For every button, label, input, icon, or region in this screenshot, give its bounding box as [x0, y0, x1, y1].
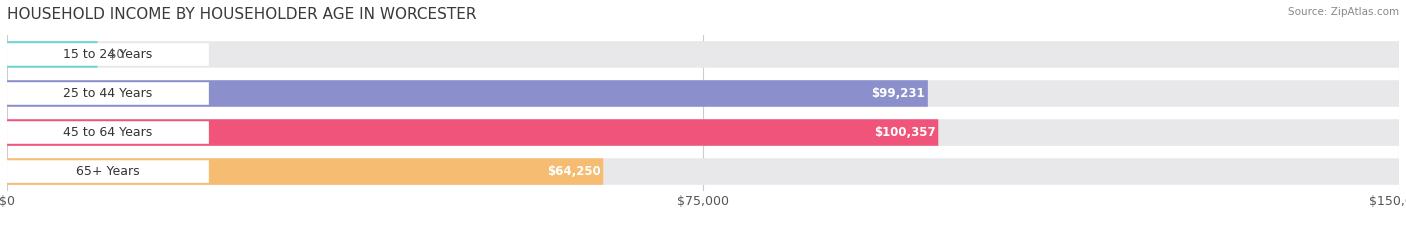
Text: Source: ZipAtlas.com: Source: ZipAtlas.com	[1288, 7, 1399, 17]
FancyBboxPatch shape	[7, 158, 603, 185]
Text: $0: $0	[108, 48, 124, 61]
Text: 45 to 64 Years: 45 to 64 Years	[63, 126, 153, 139]
FancyBboxPatch shape	[7, 119, 938, 146]
FancyBboxPatch shape	[7, 119, 1399, 146]
FancyBboxPatch shape	[7, 160, 209, 183]
FancyBboxPatch shape	[7, 121, 209, 144]
Text: $99,231: $99,231	[872, 87, 925, 100]
Text: 15 to 24 Years: 15 to 24 Years	[63, 48, 153, 61]
Text: 65+ Years: 65+ Years	[76, 165, 139, 178]
FancyBboxPatch shape	[7, 80, 1399, 107]
Text: 25 to 44 Years: 25 to 44 Years	[63, 87, 153, 100]
FancyBboxPatch shape	[7, 41, 97, 68]
Text: $64,250: $64,250	[547, 165, 600, 178]
Text: HOUSEHOLD INCOME BY HOUSEHOLDER AGE IN WORCESTER: HOUSEHOLD INCOME BY HOUSEHOLDER AGE IN W…	[7, 7, 477, 22]
Text: $100,357: $100,357	[875, 126, 935, 139]
FancyBboxPatch shape	[7, 43, 209, 66]
FancyBboxPatch shape	[7, 41, 1399, 68]
FancyBboxPatch shape	[7, 158, 1399, 185]
FancyBboxPatch shape	[7, 82, 209, 105]
FancyBboxPatch shape	[7, 80, 928, 107]
